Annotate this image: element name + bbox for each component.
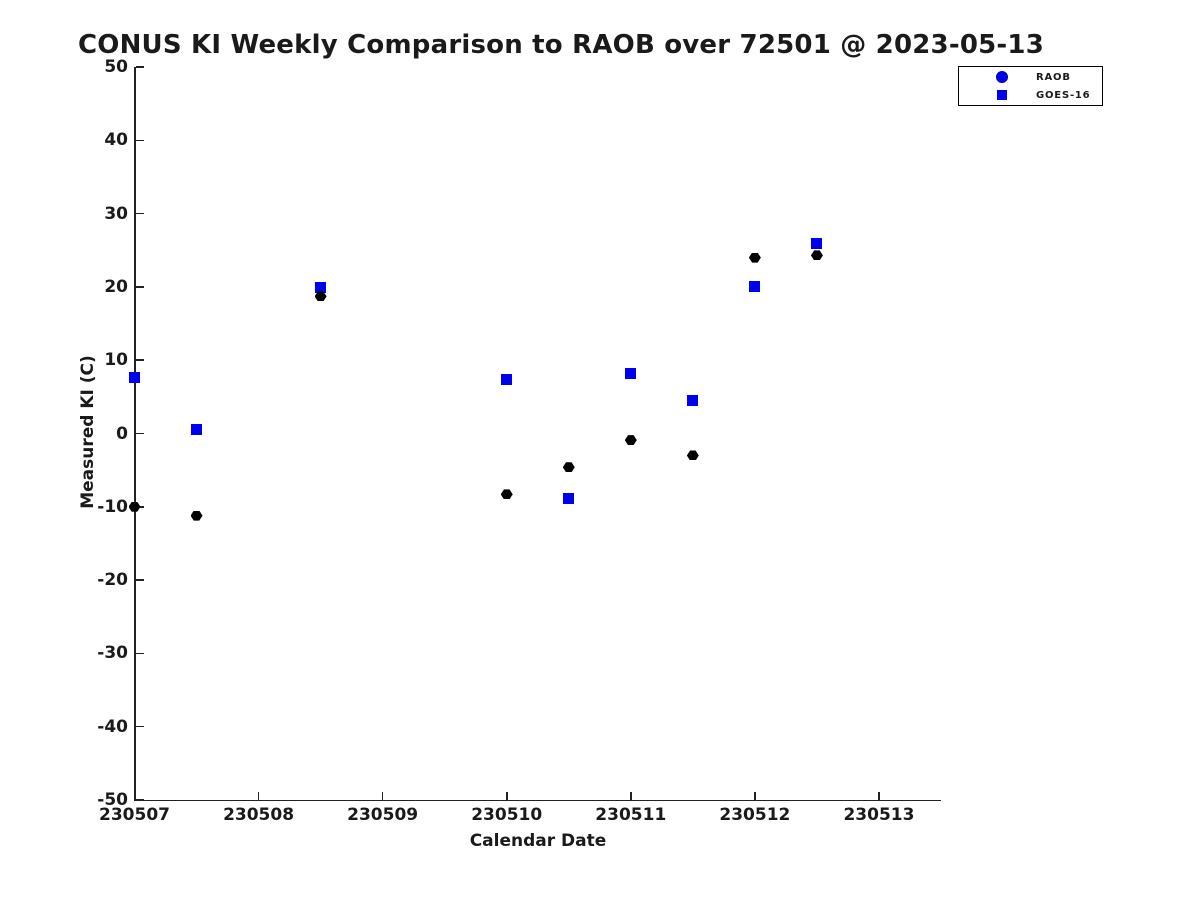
legend-label-goes16: GOES-16: [1036, 89, 1091, 101]
goes16-square-marker-icon: [995, 90, 1009, 100]
data-point-goes-16: [811, 238, 823, 250]
y-tick-label: -50: [97, 790, 128, 810]
raob-circle-marker-icon: [995, 71, 1009, 83]
legend: RAOB GOES-16: [958, 66, 1103, 106]
y-tick-label: 50: [104, 57, 128, 77]
y-tick-label: -10: [97, 496, 128, 517]
y-tick-label: -40: [97, 716, 128, 737]
data-point-raob: [624, 435, 637, 446]
y-tick: [135, 799, 144, 801]
y-tick: [135, 725, 144, 728]
y-tick: [135, 359, 144, 361]
x-axis-title: Calendar Date: [469, 831, 607, 851]
data-point-raob: [314, 291, 327, 302]
y-tick: [135, 139, 144, 142]
x-tick: [505, 792, 508, 800]
x-tick-label: 230512: [719, 805, 791, 825]
data-point-goes-16: [563, 493, 575, 505]
data-point-raob: [190, 510, 203, 521]
y-tick: [135, 432, 144, 435]
data-point-goes-16: [129, 372, 140, 384]
legend-label-raob: RAOB: [1036, 71, 1071, 83]
x-tick-label: 230508: [223, 805, 295, 825]
x-tick: [754, 792, 756, 800]
x-tick-label: 230509: [347, 805, 419, 825]
x-tick: [878, 792, 880, 800]
data-point-goes-16: [501, 374, 513, 386]
y-tick-label: -30: [97, 643, 128, 664]
x-tick-label: 230507: [99, 805, 170, 825]
y-tick: [135, 579, 144, 581]
data-point-raob: [686, 450, 699, 461]
x-axis-line: [134, 799, 941, 802]
x-tick: [630, 792, 632, 800]
y-tick-label: -20: [97, 570, 128, 591]
data-point-goes-16: [191, 424, 203, 436]
data-point-raob: [500, 489, 513, 500]
data-point-raob: [562, 462, 575, 473]
legend-item-goes16: GOES-16: [959, 87, 1102, 103]
data-point-goes-16: [687, 395, 699, 406]
data-point-goes-16: [625, 367, 637, 379]
x-tick: [257, 792, 260, 800]
y-tick: [135, 652, 144, 655]
y-tick-label: 20: [104, 276, 128, 297]
data-point-raob: [810, 250, 823, 261]
x-tick-label: 230511: [595, 805, 667, 825]
y-tick-label: 40: [104, 130, 128, 151]
x-tick-label: 230510: [471, 805, 543, 825]
x-tick-label: 230513: [843, 805, 915, 825]
data-point-raob: [128, 501, 141, 512]
legend-item-raob: RAOB: [959, 69, 1102, 85]
data-point-raob: [748, 252, 761, 263]
chart-title: CONUS KI Weekly Comparison to RAOB over …: [78, 30, 1044, 60]
y-tick: [135, 66, 144, 68]
x-tick: [381, 792, 384, 800]
x-tick: [133, 792, 136, 800]
data-point-goes-16: [749, 280, 761, 292]
y-tick: [135, 286, 144, 288]
y-tick-label: 10: [104, 350, 128, 371]
y-tick: [135, 212, 144, 215]
data-point-goes-16: [315, 282, 327, 294]
y-tick-label: 0: [116, 423, 128, 444]
y-tick-label: 30: [104, 203, 128, 224]
y-axis-line: [134, 67, 136, 801]
